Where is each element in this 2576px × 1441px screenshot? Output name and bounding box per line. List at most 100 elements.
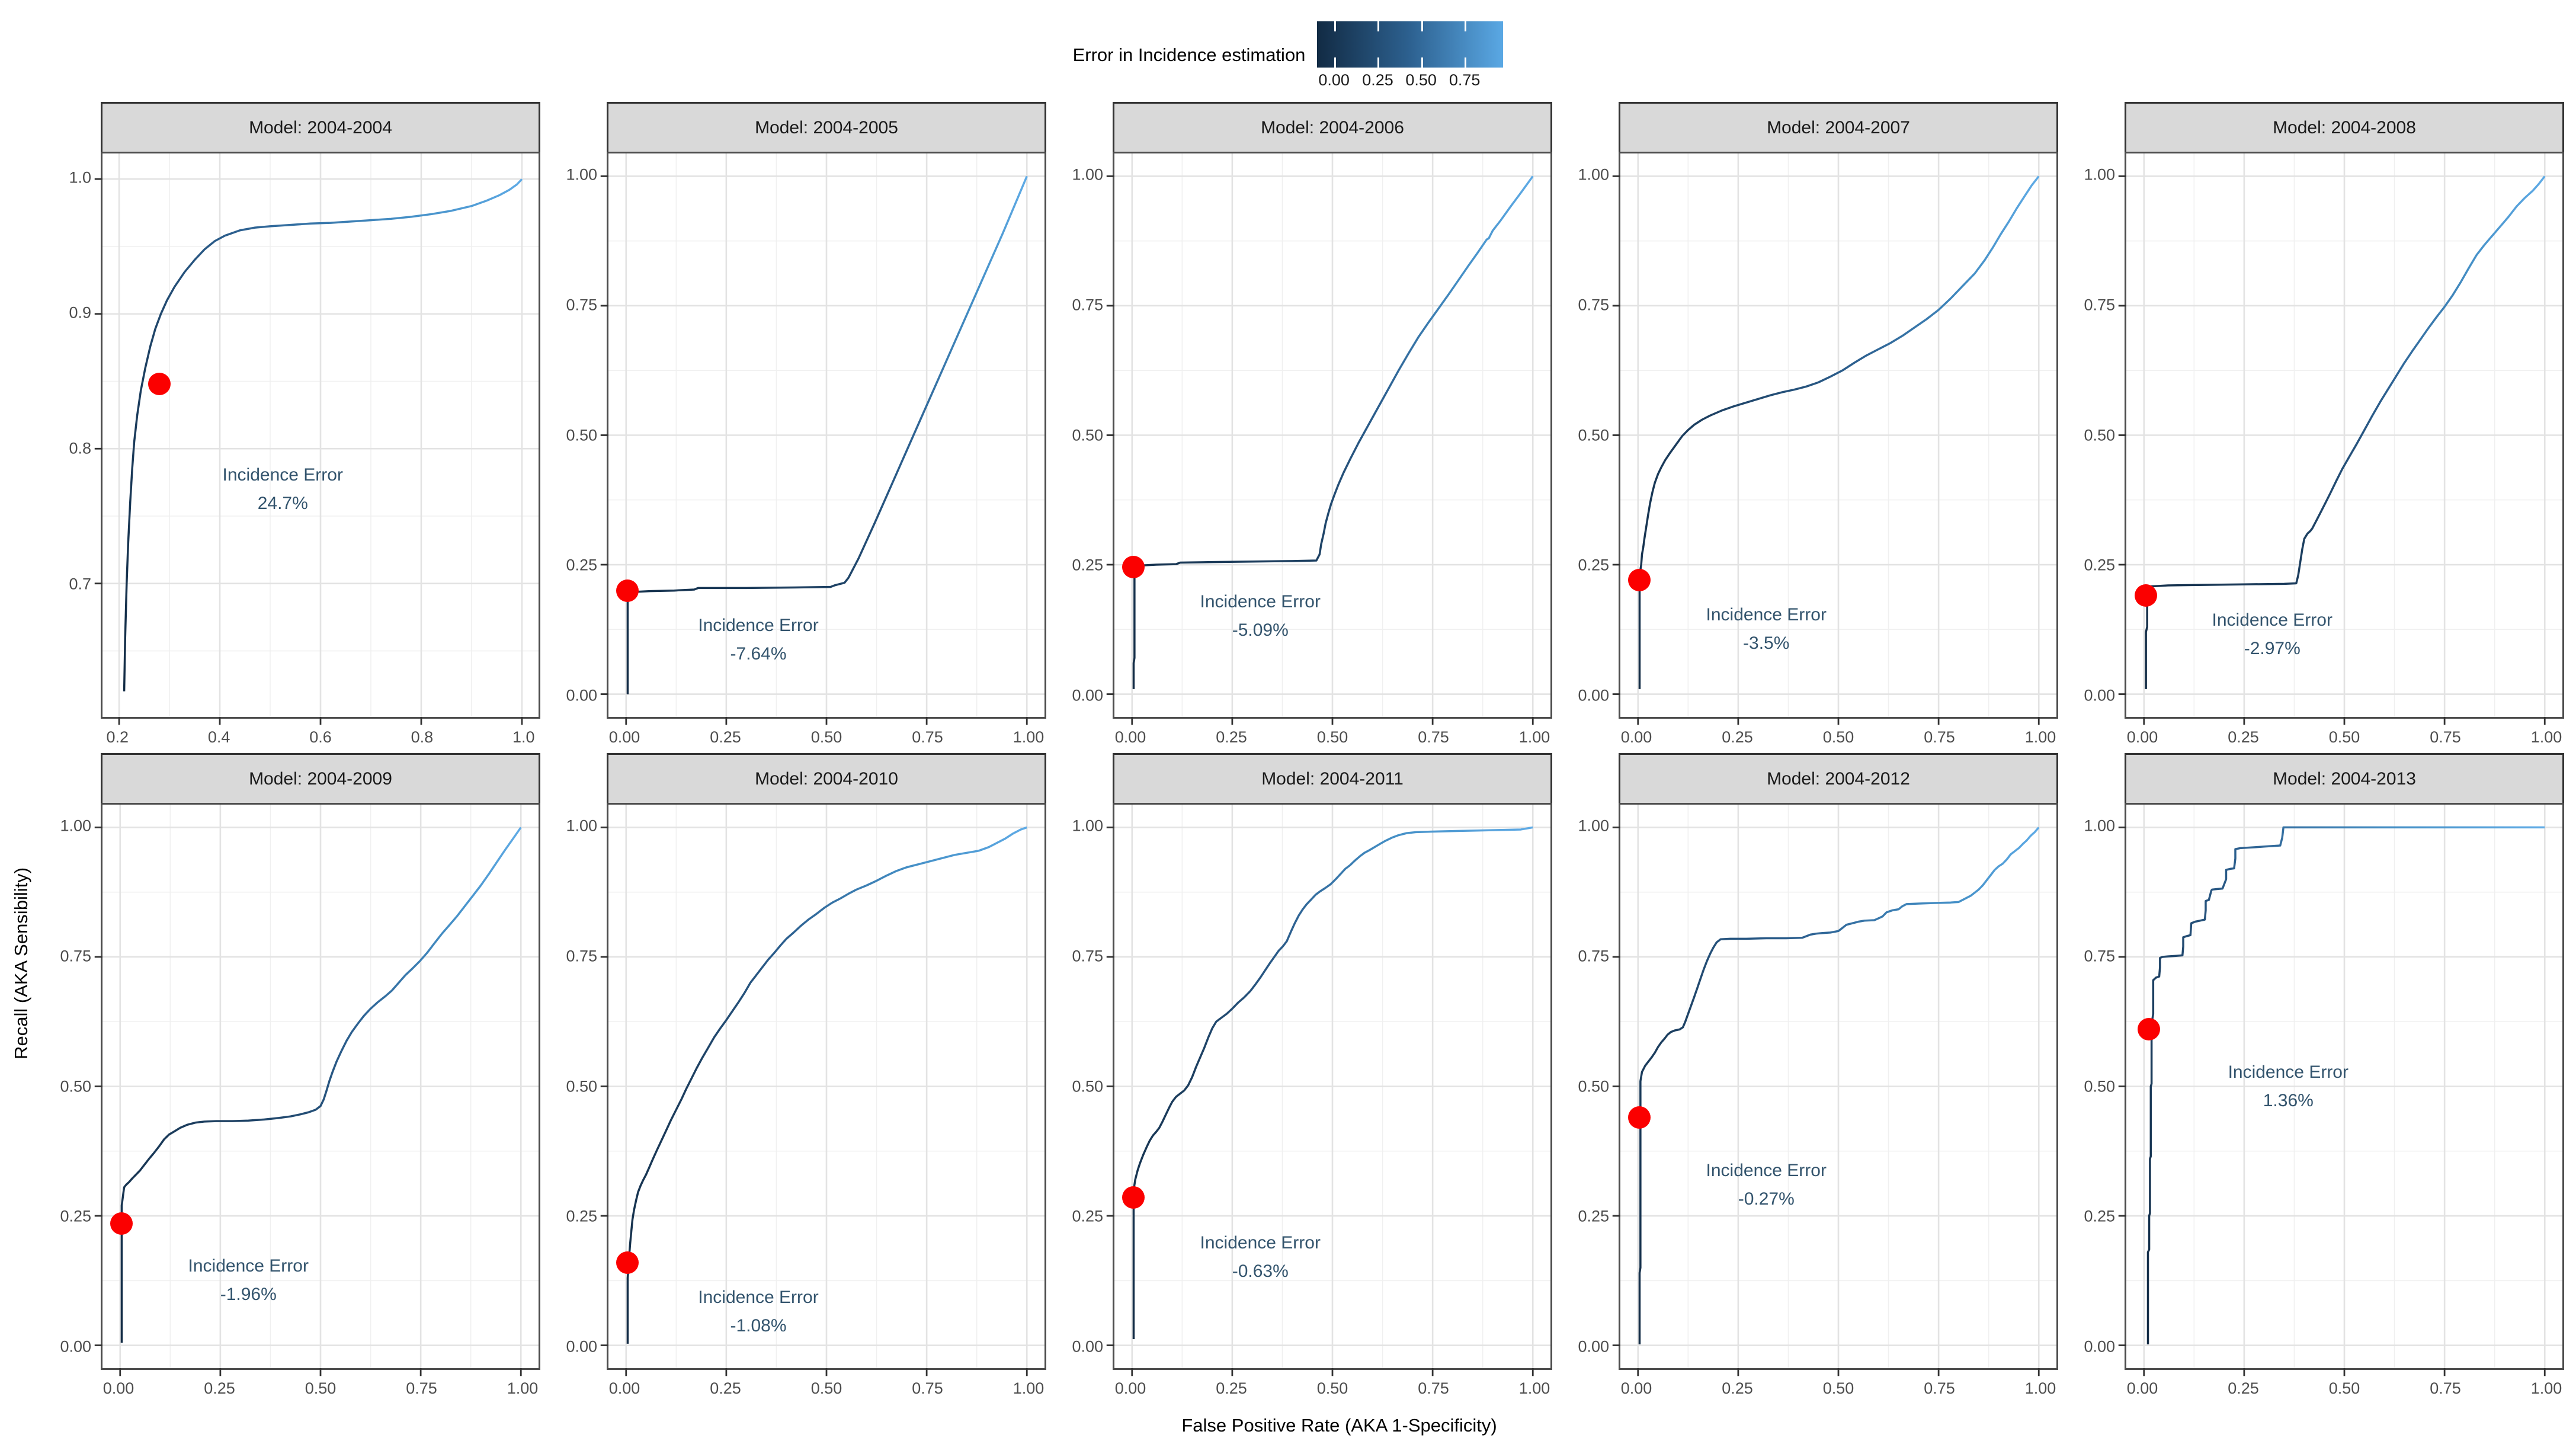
x-tick-label: 0.8 [411,728,434,746]
roc-curve-svg [1620,805,2056,1368]
facet-panel-2004-2011: Model: 2004-2011 0.00 0.25 0.50 0.75 1.00 Inci… [1052,753,1558,1404]
y-tick-label: 1.00 [1072,165,1103,184]
x-axis-tick-labels: 0.00 0.25 0.50 0.75 1.00 [2125,1370,2564,1404]
y-tick-label: 0.50 [2084,426,2115,444]
legend-tick-mark [1334,57,1336,68]
incidence-error-annotation: Incidence Error 24.7% [223,461,343,518]
facet-grid: Recall (AKA Sensibility) Model: 2004-200… [6,102,2570,1441]
x-axis-tick-labels: 0.00 0.25 0.50 0.75 1.00 [1113,1370,1552,1404]
y-axis-tick-labels: 0.00 0.25 0.50 0.75 1.00 [46,803,101,1370]
x-axis-tick-labels: 0.00 0.25 0.50 0.75 1.00 [1619,1370,2058,1404]
plot-area: Incidence Error 24.7% [101,152,540,719]
incidence-error-annotation: Incidence Error -0.27% [1706,1157,1827,1213]
roc-curve [627,827,1027,1343]
x-tick-label: 1.00 [1518,728,1550,746]
x-tick-label: 1.00 [1518,1379,1550,1397]
y-tick-label: 1.00 [1578,165,1609,184]
x-tick-label: 0.25 [1722,1379,1753,1397]
x-tick-label: 0.75 [1418,728,1449,746]
annotation-value: -0.27% [1738,1189,1795,1209]
facet-row-1: Model: 2004-2004 0.7 0.8 0.9 1.0 Incidence Er… [40,102,2570,753]
y-tick-label: 0.00 [1072,1337,1103,1356]
y-tick-label: 1.00 [1072,816,1103,835]
x-tick-label: 1.0 [512,728,535,746]
facet-strip-title: Model: 2004-2008 [2125,102,2564,152]
facet-strip-title: Model: 2004-2011 [1113,753,1552,803]
x-tick-label: 0.00 [1620,728,1652,746]
x-tick-label: 0.75 [1418,1379,1449,1397]
x-tick-label: 1.00 [1013,728,1045,746]
y-tick-label: 0.75 [1578,296,1609,314]
plot-area: Incidence Error -2.97% [2125,152,2564,719]
y-tick-label: 0.25 [60,1207,91,1225]
incidence-error-annotation: Incidence Error -5.09% [1200,588,1321,645]
annotation-label: Incidence Error [698,1287,819,1307]
plot-area: Incidence Error -0.27% [1619,803,2058,1370]
roc-curve [121,827,521,1343]
operating-point-dot [1628,1106,1651,1129]
y-tick-label: 0.8 [69,439,91,457]
roc-curve [627,176,1027,694]
annotation-label: Incidence Error [1200,1232,1321,1253]
x-axis-tick-labels: 0.00 0.25 0.50 0.75 1.00 [1619,719,2058,753]
facet-strip-title: Model: 2004-2010 [607,753,1046,803]
facet-strip-title: Model: 2004-2006 [1113,102,1552,152]
y-tick-label: 0.50 [1072,426,1103,444]
x-tick-label: 1.00 [1013,1379,1045,1397]
annotation-label: Incidence Error [222,465,343,485]
color-legend: Error in Incidence estimation 0.00 0.25 0.… [6,8,2570,102]
roc-curve [2146,176,2545,689]
roc-curve-svg [1114,153,1550,717]
roc-curve-svg [608,153,1045,717]
x-tick-label: 0.75 [406,1379,437,1397]
x-tick-label: 0.4 [207,728,230,746]
facet-panel-2004-2008: Model: 2004-2008 0.00 0.25 0.50 0.75 1.00 Inci… [2064,102,2570,753]
y-axis-tick-labels: 0.00 0.25 0.50 0.75 1.00 [1058,152,1113,719]
x-tick-label: 0.00 [1114,1379,1146,1397]
x-tick-label: 0.50 [2328,1379,2360,1397]
y-tick-label: 0.25 [1578,556,1609,574]
annotation-label: Incidence Error [1706,605,1827,625]
operating-point-dot [2135,584,2158,607]
facet-strip-title: Model: 2004-2013 [2125,753,2564,803]
x-tick-label: 0.00 [608,728,640,746]
incidence-error-annotation: Incidence Error -0.63% [1200,1229,1321,1286]
y-axis-tick-labels: 0.7 0.8 0.9 1.0 [46,152,101,719]
annotation-label: Incidence Error [2212,610,2333,630]
x-tick-label: 0.25 [204,1379,235,1397]
legend-tick-label: 0.25 [1362,71,1393,89]
x-axis-tick-labels: 0.00 0.25 0.50 0.75 1.00 [101,1370,540,1404]
annotation-label: Incidence Error [1200,592,1321,612]
incidence-error-annotation: Incidence Error -7.64% [698,611,818,668]
y-tick-label: 0.00 [60,1337,91,1356]
legend-tick-mark [1377,57,1380,68]
x-tick-label: 0.75 [1924,728,1955,746]
operating-point-dot [1122,1186,1145,1209]
y-tick-label: 0.25 [1072,556,1103,574]
y-tick-label: 1.00 [566,165,597,184]
y-tick-label: 0.75 [1578,947,1609,965]
y-axis-tick-labels: 0.00 0.25 0.50 0.75 1.00 [1058,803,1113,1370]
y-tick-label: 0.00 [566,686,597,705]
plot-area: Incidence Error -1.96% [101,803,540,1370]
y-tick-label: 0.00 [1072,686,1103,705]
facet-panel-2004-2005: Model: 2004-2005 0.00 0.25 0.50 0.75 1.00 Inci… [546,102,1052,753]
x-axis-title: False Positive Rate (AKA 1-Specificity) [1181,1415,1497,1436]
operating-point-dot [110,1212,133,1235]
annotation-value: -1.96% [220,1285,277,1305]
x-tick-label: 0.2 [106,728,129,746]
x-tick-label: 0.50 [1822,1379,1854,1397]
facet-panel-2004-2012: Model: 2004-2012 0.00 0.25 0.50 0.75 1.00 Inci… [1558,753,2064,1404]
facet-panel-2004-2004: Model: 2004-2004 0.7 0.8 0.9 1.0 Incidence Er… [40,102,546,753]
y-tick-label: 0.75 [566,947,597,965]
x-tick-label: 0.25 [2228,1379,2259,1397]
y-axis-tick-labels: 0.00 0.25 0.50 0.75 1.00 [552,803,607,1370]
x-axis-tick-labels: 0.00 0.25 0.50 0.75 1.00 [607,1370,1046,1404]
incidence-error-annotation: Incidence Error -1.96% [188,1252,309,1309]
operating-point-dot [1122,556,1145,579]
y-tick-label: 1.00 [566,816,597,835]
x-tick-label: 0.75 [912,728,943,746]
x-tick-label: 0.50 [810,728,842,746]
facet-strip-title: Model: 2004-2005 [607,102,1046,152]
y-tick-label: 0.25 [1072,1207,1103,1225]
